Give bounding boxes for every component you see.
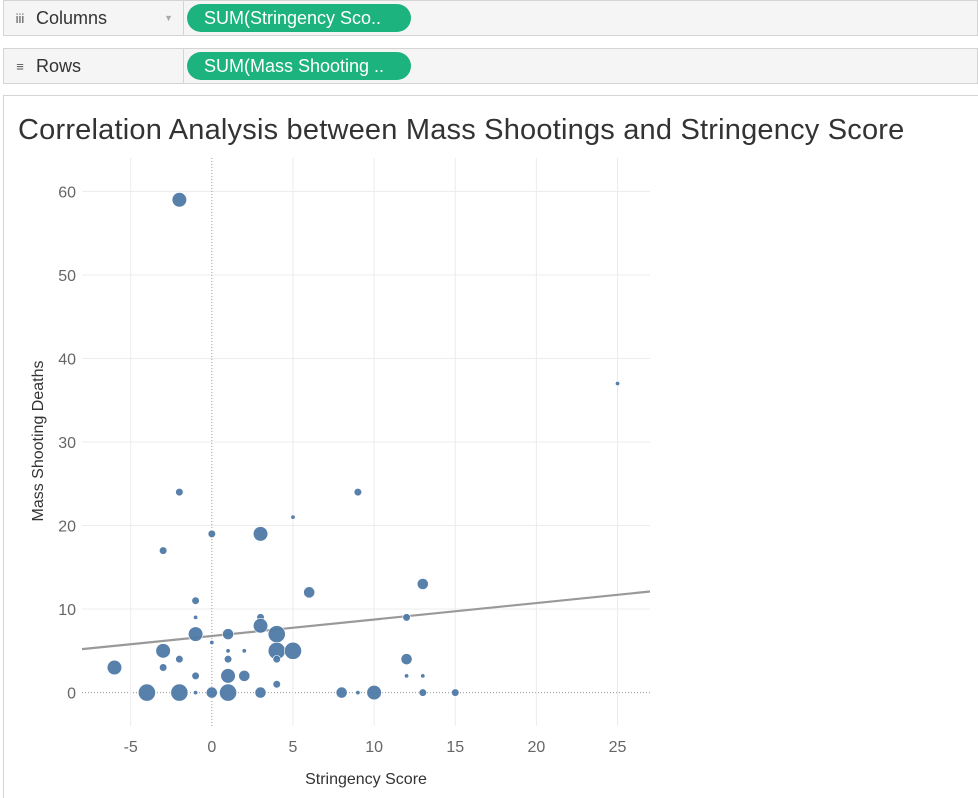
scatter-point[interactable] — [171, 192, 187, 208]
y-tick-label: 10 — [58, 602, 76, 619]
scatter-point[interactable] — [335, 686, 348, 699]
x-axis-label: Stringency Score — [305, 771, 427, 788]
scatter-point[interactable] — [355, 690, 361, 696]
y-tick-label: 0 — [67, 686, 76, 703]
scatter-point[interactable] — [191, 671, 200, 680]
scatter-point[interactable] — [416, 578, 429, 590]
scatter-point[interactable] — [615, 381, 621, 387]
scatter-point[interactable] — [238, 669, 251, 682]
x-tick-label: 0 — [207, 739, 216, 756]
scatter-point[interactable] — [225, 648, 231, 654]
scatter-point[interactable] — [267, 625, 286, 644]
scatter-point[interactable] — [366, 684, 382, 701]
scatter-point[interactable] — [106, 659, 123, 676]
scatter-point[interactable] — [451, 688, 460, 697]
x-axis-ticks: -5 0 5 10 15 20 25 — [124, 739, 627, 756]
scatter-point[interactable] — [241, 648, 247, 654]
columns-label: Columns — [36, 7, 108, 28]
rows-shelf-label: ≡ Rows — [4, 49, 184, 83]
grid-lines — [82, 158, 650, 726]
scatter-point[interactable] — [138, 683, 156, 702]
scatter-point[interactable] — [402, 613, 411, 622]
chevron-down-icon[interactable]: ▼ — [164, 13, 173, 23]
scatter-point[interactable] — [175, 488, 184, 497]
data-points — [106, 192, 621, 702]
y-tick-label: 20 — [58, 519, 76, 536]
columns-shelf: iii Columns ▼ SUM(Stringency Sco.. — [3, 0, 978, 36]
scatter-point[interactable] — [284, 641, 302, 660]
scatter-point[interactable] — [223, 655, 233, 664]
trend-line[interactable] — [81, 590, 651, 651]
columns-icon: iii — [15, 10, 25, 26]
scatter-point[interactable] — [420, 673, 426, 679]
rows-shelf: ≡ Rows SUM(Mass Shooting .. — [3, 48, 978, 84]
x-tick-label: 20 — [528, 739, 546, 756]
scatter-point[interactable] — [290, 514, 296, 520]
scatter-point[interactable] — [209, 639, 215, 645]
x-tick-label: 25 — [609, 739, 627, 756]
scatter-point[interactable] — [175, 655, 184, 664]
scatter-point[interactable] — [220, 668, 236, 684]
x-tick-label: -5 — [124, 739, 138, 756]
scatter-point[interactable] — [159, 663, 168, 672]
scatter-point[interactable] — [353, 488, 362, 497]
scatter-point[interactable] — [188, 626, 204, 642]
y-tick-label: 40 — [58, 351, 76, 368]
scatter-point[interactable] — [404, 673, 410, 679]
y-axis-label: Mass Shooting Deaths — [30, 361, 47, 522]
rows-label: Rows — [36, 55, 82, 76]
scatter-point[interactable] — [272, 680, 281, 689]
scatter-point[interactable] — [191, 596, 200, 605]
columns-pill[interactable]: SUM(Stringency Sco.. — [187, 4, 411, 32]
scatter-point[interactable] — [207, 529, 216, 538]
scatter-point[interactable] — [222, 628, 234, 641]
scatter-point[interactable] — [159, 546, 168, 555]
y-tick-label: 50 — [58, 268, 76, 285]
view-pane — [3, 95, 978, 798]
scatter-point[interactable] — [193, 690, 199, 696]
scatter-point[interactable] — [303, 586, 316, 599]
scatter-point[interactable] — [170, 683, 189, 702]
x-tick-label: 5 — [289, 739, 298, 756]
scatter-point[interactable] — [219, 683, 237, 702]
y-tick-label: 30 — [58, 435, 76, 452]
scatter-point[interactable] — [272, 655, 281, 664]
x-tick-label: 10 — [365, 739, 383, 756]
scatter-point[interactable] — [400, 653, 413, 666]
y-tick-label: 60 — [58, 184, 76, 201]
scatter-point[interactable] — [418, 688, 427, 697]
scatter-point[interactable] — [254, 686, 267, 699]
scatter-point[interactable] — [205, 686, 218, 699]
rows-pill[interactable]: SUM(Mass Shooting .. — [187, 52, 411, 80]
rows-icon: ≡ — [16, 58, 24, 74]
scatter-point[interactable] — [193, 614, 199, 620]
scatter-point[interactable] — [155, 643, 171, 659]
x-tick-label: 15 — [446, 739, 464, 756]
scatter-point[interactable] — [252, 526, 269, 542]
columns-shelf-label: iii Columns ▼ — [4, 1, 184, 35]
y-axis-ticks: 0 10 20 30 40 50 60 — [58, 184, 76, 702]
scatter-point[interactable] — [252, 618, 269, 634]
chart-title: Correlation Analysis between Mass Shooti… — [18, 114, 905, 146]
